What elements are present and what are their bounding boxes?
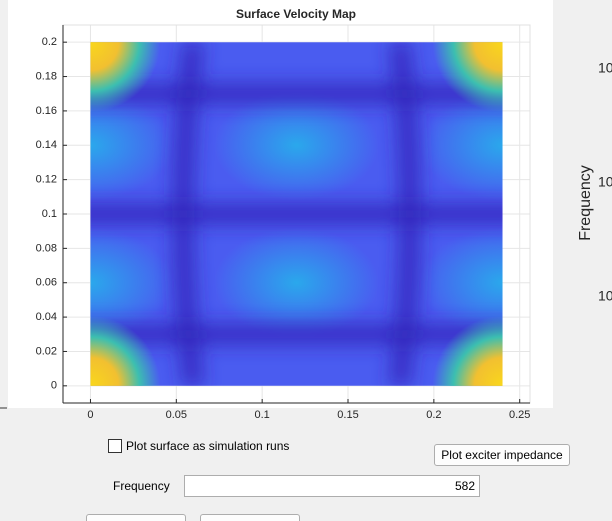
- y-tick-label: 0.12: [36, 174, 57, 186]
- side-tick-label: 10: [598, 174, 612, 190]
- surface-shading: [90, 227, 173, 338]
- checkbox-row[interactable]: Plot surface as simulation runs: [108, 439, 289, 453]
- side-tick-label: 10: [598, 60, 612, 76]
- x-tick-label: 0.25: [509, 409, 530, 421]
- x-tick-label: 0.1: [255, 409, 270, 421]
- surface-shading: [90, 90, 173, 201]
- x-tick-label: 0.2: [426, 409, 441, 421]
- y-tick-label: 0: [51, 380, 57, 392]
- surface-shading: [90, 42, 161, 113]
- y-tick-label: 0.2: [42, 36, 57, 48]
- plot-impedance-button[interactable]: Plot exciter impedance: [434, 444, 570, 466]
- y-tick-label: 0.02: [36, 345, 57, 357]
- x-tick-label: 0.05: [166, 409, 187, 421]
- y-tick-label: 0.14: [36, 139, 57, 151]
- frequency-label: Frequency: [113, 479, 170, 493]
- x-tick-label: 0.15: [337, 409, 358, 421]
- surface-shading: [420, 227, 503, 338]
- button[interactable]: [200, 514, 300, 521]
- side-ylabel: Frequency: [577, 165, 594, 241]
- frequency-input[interactable]: 582: [184, 475, 480, 497]
- y-tick-label: 0.16: [36, 105, 57, 117]
- y-tick-label: 0.06: [36, 277, 57, 289]
- x-tick-label: 0: [87, 409, 93, 421]
- y-tick-label: 0.04: [36, 311, 57, 323]
- y-tick-label: 0.08: [36, 242, 57, 254]
- surface-shading: [90, 42, 503, 386]
- surface-shading: [214, 90, 379, 201]
- surface-group: [90, 42, 503, 386]
- surface-shading: [432, 42, 503, 113]
- surface-shading: [432, 315, 503, 386]
- surface-shading: [214, 227, 379, 338]
- surface-shading: [420, 90, 503, 201]
- surface-shading: [90, 315, 161, 386]
- checkbox-label: Plot surface as simulation runs: [126, 439, 290, 453]
- y-tick-label: 0.1: [42, 208, 57, 220]
- chart-title: Surface Velocity Map: [236, 7, 356, 21]
- button[interactable]: [86, 514, 186, 521]
- checkbox[interactable]: [108, 439, 122, 453]
- y-tick-label: 0.18: [36, 70, 57, 82]
- side-tick-label: 10: [598, 288, 612, 304]
